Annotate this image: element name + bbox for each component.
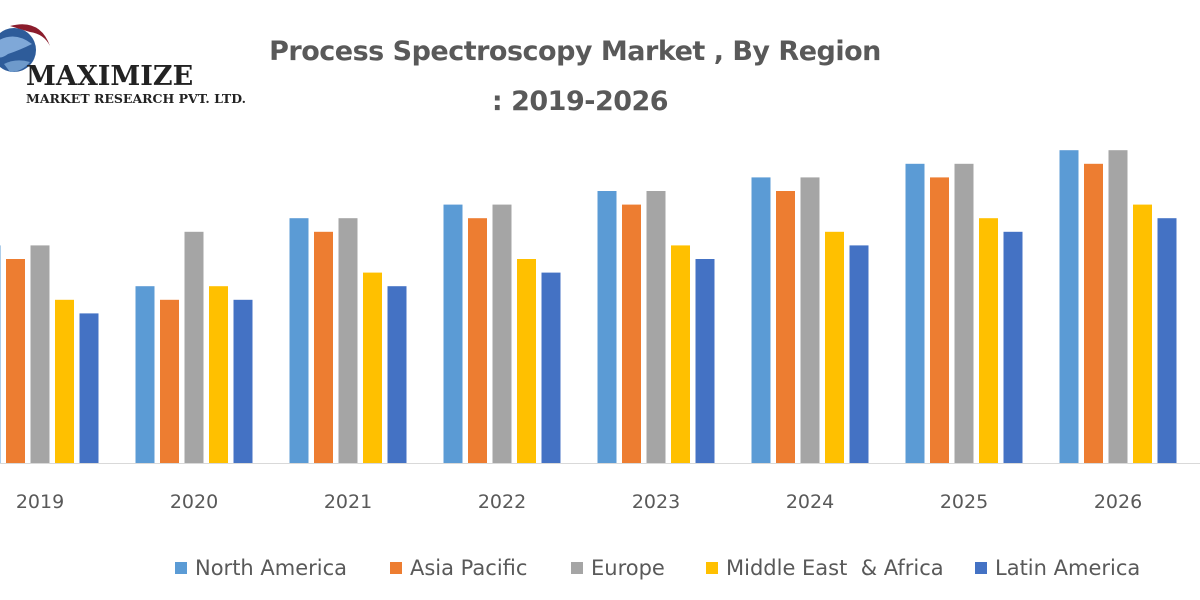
legend-item: Asia Pacific — [390, 556, 527, 580]
x-tick-label: 2025 — [940, 491, 988, 513]
chart-legend: North America Asia Pacific Europe Middle Ea… — [0, 552, 1200, 586]
legend-swatch — [175, 562, 187, 574]
bar-europe-2022 — [492, 204, 512, 463]
bar-asia-pacific-2024 — [776, 191, 795, 463]
bar-europe-2020 — [184, 231, 204, 463]
legend-label: Asia Pacific — [410, 556, 528, 580]
bar-north-america-2021 — [289, 218, 309, 463]
bar-middle-east-africa-2025 — [979, 218, 998, 463]
bar-asia-pacific-2022 — [468, 218, 487, 463]
bar-europe-2025 — [954, 163, 974, 464]
legend-swatch — [975, 562, 987, 574]
bar-middle-east-africa-2021 — [363, 272, 382, 463]
logo-name: MAXIMIZE — [26, 61, 193, 92]
bar-asia-pacific-2020 — [160, 299, 179, 463]
legend-label: Latin America — [995, 556, 1141, 580]
bar-chart: 2019 2020 2021 2022 2023 2024 2025 2026 — [0, 150, 1200, 513]
bar-europe-2021 — [338, 218, 358, 463]
bar-middle-east-africa-2019 — [55, 299, 74, 463]
bar-middle-east-africa-2022 — [517, 259, 536, 463]
bar-north-america-2025 — [905, 163, 925, 464]
x-tick-label: 2023 — [632, 491, 680, 513]
legend-swatch — [571, 562, 583, 574]
bar-asia-pacific-2026 — [1084, 163, 1103, 464]
legend-item: Middle East & Africa — [706, 556, 944, 580]
bar-middle-east-africa-2020 — [209, 286, 228, 463]
bar-middle-east-africa-2026 — [1133, 204, 1152, 463]
bar-north-america-2023 — [597, 191, 617, 463]
company-logo: MAXIMIZE MARKET RESEARCH PVT. LTD. — [0, 20, 260, 115]
bar-latin-america-2019 — [79, 313, 99, 463]
chart-subtitle: : 2019-2026 — [491, 86, 669, 117]
x-tick-label: 2024 — [786, 491, 834, 513]
bar-north-america-2020 — [135, 286, 155, 463]
globe-logo-icon: MAXIMIZE MARKET RESEARCH PVT. LTD. — [0, 24, 246, 106]
bar-latin-america-2022 — [541, 272, 561, 463]
bar-asia-pacific-2021 — [314, 231, 333, 463]
x-tick-label: 2026 — [1094, 491, 1142, 513]
legend-label: North America — [195, 556, 348, 580]
bar-latin-america-2025 — [1003, 231, 1023, 463]
x-tick-label: 2019 — [16, 491, 64, 513]
logo-subtitle: MARKET RESEARCH PVT. LTD. — [26, 91, 246, 106]
bar-asia-pacific-2023 — [622, 204, 641, 463]
bar-asia-pacific-2025 — [930, 177, 949, 463]
legend-item: North America — [175, 556, 347, 580]
x-tick-label: 2020 — [170, 491, 218, 513]
bar-latin-america-2026 — [1157, 218, 1177, 463]
bar-europe-2024 — [800, 177, 820, 463]
bar-middle-east-africa-2023 — [671, 245, 690, 463]
bar-north-america-2019 — [0, 245, 1, 463]
legend-label: Middle East & Africa — [726, 556, 944, 580]
bar-north-america-2022 — [443, 204, 463, 463]
x-tick-label: 2022 — [478, 491, 526, 513]
bar-asia-pacific-2019 — [6, 259, 25, 463]
x-tick-label: 2021 — [324, 491, 372, 513]
bar-latin-america-2021 — [387, 286, 407, 463]
legend-swatch — [390, 562, 402, 574]
bar-europe-2023 — [646, 191, 666, 463]
legend-item: Europe — [571, 556, 665, 580]
legend-item: Latin America — [975, 556, 1140, 580]
bar-latin-america-2024 — [849, 245, 869, 463]
bar-latin-america-2020 — [233, 299, 253, 463]
chart-title: Process Spectroscopy Market , By Region — [269, 36, 881, 67]
bar-europe-2019 — [30, 245, 50, 463]
bar-europe-2026 — [1108, 150, 1128, 463]
bar-latin-america-2023 — [695, 259, 715, 463]
bar-north-america-2026 — [1059, 150, 1079, 463]
bar-middle-east-africa-2024 — [825, 231, 844, 463]
legend-swatch — [706, 562, 718, 574]
legend-label: Europe — [591, 556, 665, 580]
bar-north-america-2024 — [751, 177, 771, 463]
